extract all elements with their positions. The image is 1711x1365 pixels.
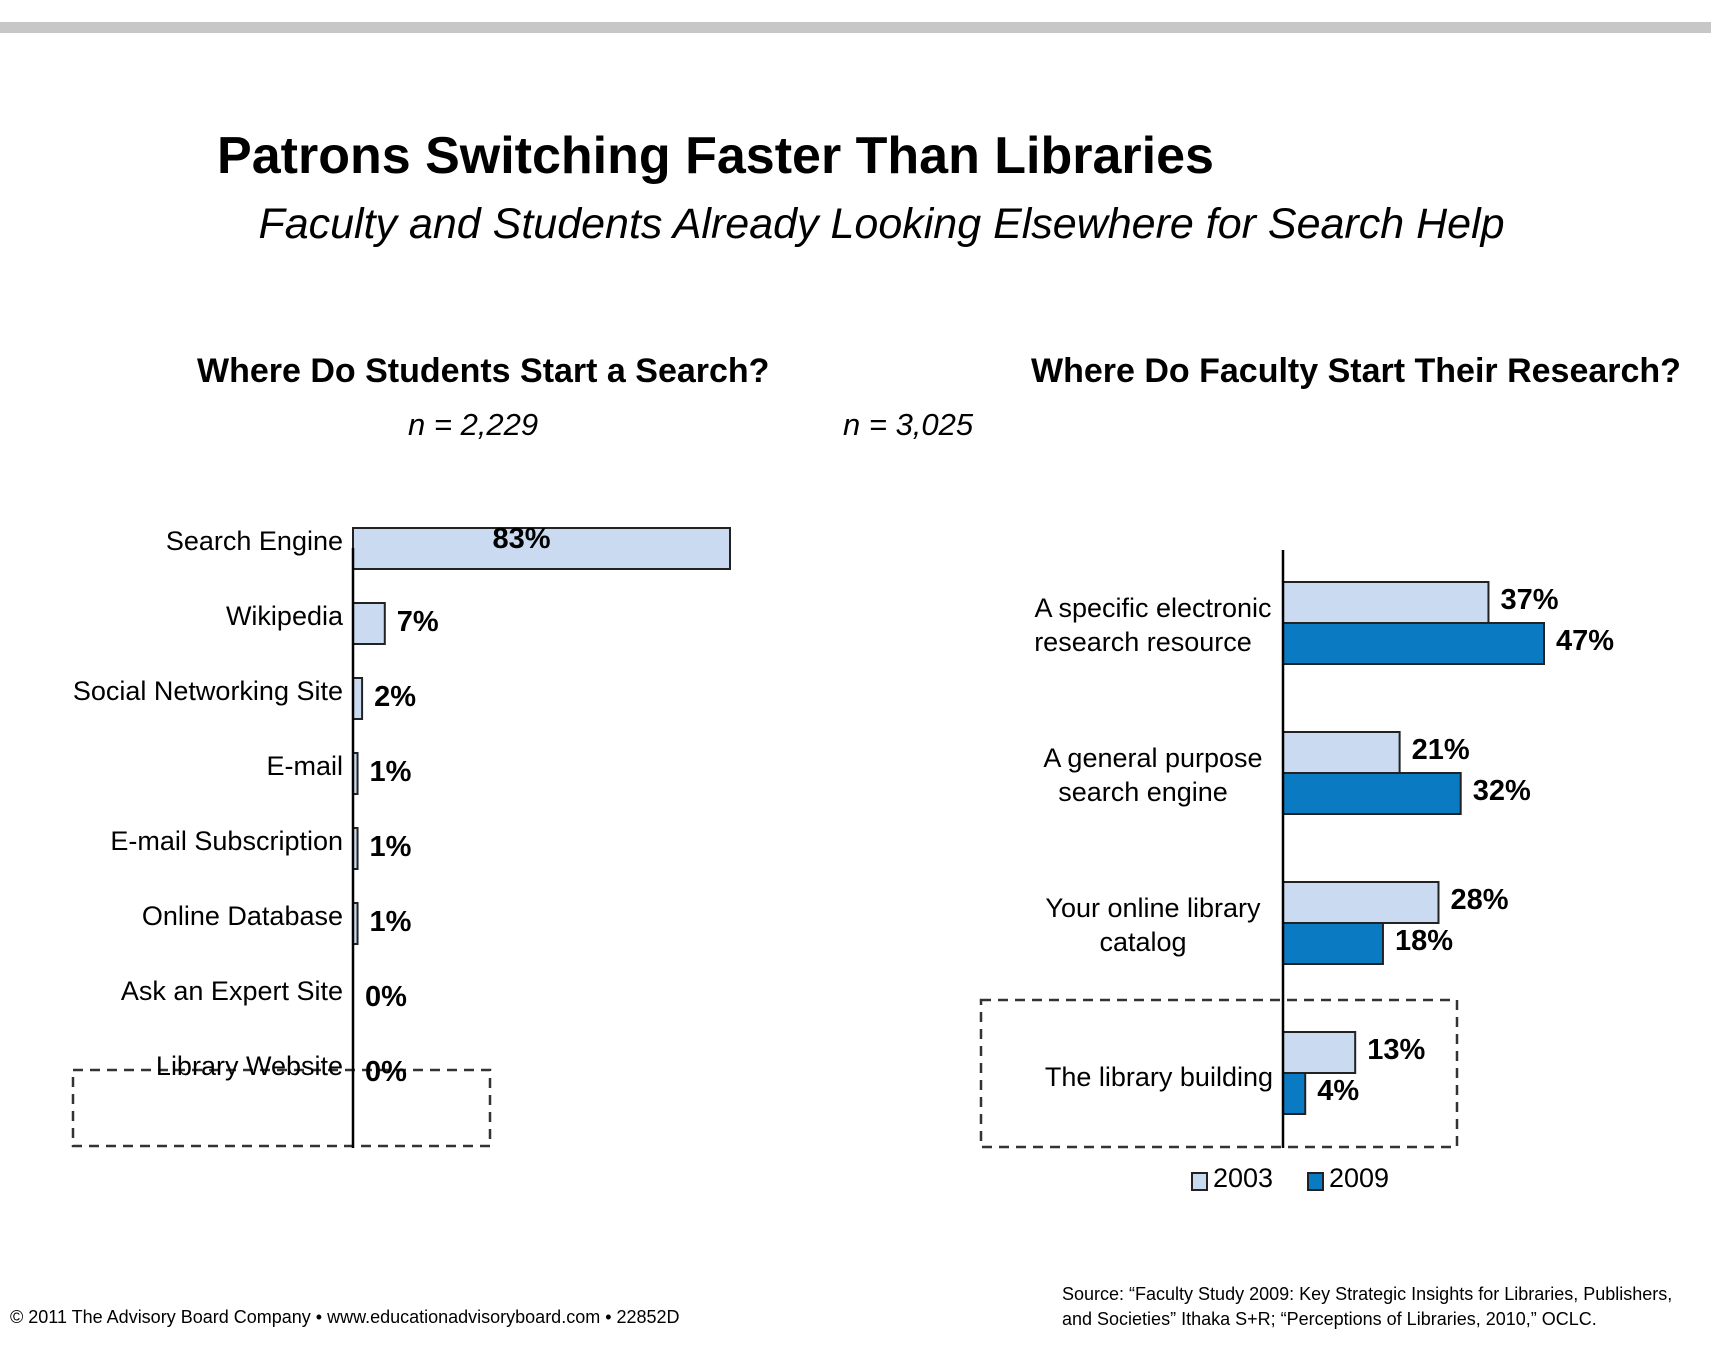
- bar-faculty-2003-3: [1282, 1031, 1357, 1074]
- data-label: 21%: [1412, 734, 1470, 766]
- category-label: E-mail Subscription: [110, 826, 343, 856]
- bar-students-1: [352, 602, 386, 645]
- legend-label-2003: 2003: [1213, 1163, 1273, 1193]
- students-n-label: n = 2,229: [408, 407, 539, 442]
- category-label: Online Database: [142, 901, 343, 931]
- bar-students-2: [352, 677, 364, 720]
- data-label: 2%: [374, 681, 416, 713]
- data-label: 7%: [397, 606, 439, 638]
- category-label: Library Website: [156, 1051, 343, 1081]
- highlight-box-library-building: [979, 998, 1459, 1149]
- data-label: 32%: [1473, 775, 1531, 807]
- footer-copyright: © 2011 The Advisory Board Company • www.…: [10, 1307, 680, 1327]
- students-chart-title: Where Do Students Start a Search?: [197, 352, 770, 390]
- bar-faculty-2009-2: [1282, 922, 1384, 965]
- bar-faculty-2003-2: [1282, 881, 1440, 924]
- faculty-n-label: n = 3,025: [843, 407, 974, 442]
- data-label: 4%: [1317, 1075, 1359, 1107]
- highlight-box-library-website: [71, 1068, 492, 1148]
- category-label: The library building: [1045, 1062, 1273, 1092]
- category-label: research resource: [1034, 627, 1252, 657]
- data-label: 1%: [370, 831, 412, 863]
- legend-swatch-2009: [1307, 1172, 1324, 1191]
- bar-faculty-2003-0: [1282, 581, 1490, 624]
- category-label: E-mail: [266, 751, 343, 781]
- category-label: Wikipedia: [226, 601, 344, 631]
- data-label: 37%: [1500, 584, 1558, 616]
- bar-faculty-2003-1: [1282, 731, 1401, 774]
- category-label: Ask an Expert Site: [121, 976, 343, 1006]
- bar-faculty-2009-1: [1282, 772, 1462, 815]
- category-label: search engine: [1058, 777, 1228, 807]
- category-label: A specific electronic: [1034, 593, 1271, 623]
- faculty-chart-title: Where Do Faculty Start Their Research?: [1031, 352, 1681, 390]
- bar-faculty-2009-3: [1282, 1072, 1307, 1115]
- source-line-2: and Societies” Ithaka S+R; “Perceptions …: [1062, 1309, 1597, 1329]
- data-label: 18%: [1395, 925, 1453, 957]
- category-label: Social Networking Site: [73, 676, 343, 706]
- data-label: 0%: [365, 981, 407, 1013]
- category-label: Your online library: [1045, 893, 1261, 923]
- data-label: 47%: [1556, 625, 1614, 657]
- data-label: 1%: [370, 756, 412, 788]
- data-label: 83%: [492, 523, 550, 555]
- data-label: 0%: [365, 1056, 407, 1088]
- bar-faculty-2009-0: [1282, 622, 1545, 665]
- legend-label-2009: 2009: [1329, 1163, 1389, 1193]
- top-rule: [0, 22, 1711, 33]
- data-label: 13%: [1367, 1034, 1425, 1066]
- category-label: A general purpose: [1043, 743, 1262, 773]
- category-label: Search Engine: [166, 526, 343, 556]
- category-label: catalog: [1099, 927, 1186, 957]
- legend-swatch-2003: [1191, 1172, 1208, 1191]
- page-title: Patrons Switching Faster Than Libraries: [217, 127, 1214, 185]
- source-note: Source: “Faculty Study 2009: Key Strateg…: [1062, 1282, 1711, 1332]
- source-line-1: Source: “Faculty Study 2009: Key Strateg…: [1062, 1284, 1673, 1304]
- data-label: 1%: [370, 906, 412, 938]
- page-subtitle: Faculty and Students Already Looking Els…: [258, 200, 1505, 248]
- data-label: 28%: [1450, 884, 1508, 916]
